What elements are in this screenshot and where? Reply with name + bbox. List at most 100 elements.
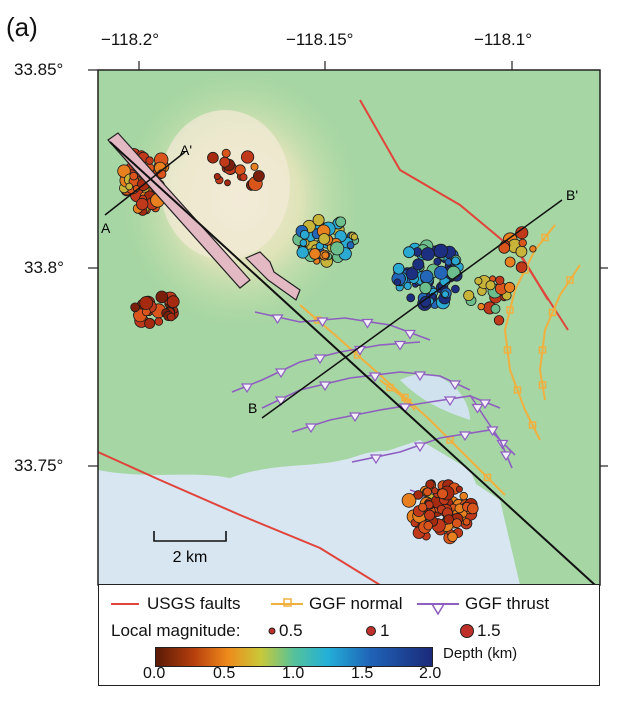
legend-magnitude-title: Local magnitude: <box>111 621 241 640</box>
ggf-thrust-marker <box>240 383 254 394</box>
ggf-thrust-marker <box>361 318 374 329</box>
earthquake-marker <box>130 302 140 313</box>
earthquake-marker <box>224 179 231 187</box>
ggf-thrust-marker <box>348 412 362 423</box>
usgs-fault <box>98 451 381 585</box>
ggf-thrust-marker <box>316 317 329 328</box>
earthquake-marker <box>413 490 424 500</box>
earthquake-marker <box>485 280 496 291</box>
legend-symbols <box>111 598 474 638</box>
ggf-normal-marker <box>353 351 362 359</box>
colorbar-tick-label: 0.0 <box>143 665 166 682</box>
colorbar-tick-label: 1.5 <box>351 665 374 682</box>
ggf-thrust-fault <box>254 311 431 341</box>
ggf-normal-marker <box>503 346 512 354</box>
ggf-thrust-marker <box>271 314 284 325</box>
earthquake-marker <box>139 296 154 310</box>
profile-line-b <box>261 199 563 419</box>
legend-magnitude-label: 1.5 <box>477 621 501 640</box>
earthquake-marker <box>419 295 432 308</box>
earthquake-marker <box>406 293 416 303</box>
ggf-thrust-marker <box>413 442 427 453</box>
earthquake-marker <box>166 312 176 322</box>
earthquake-marker <box>213 172 221 180</box>
earthquake-marker <box>299 239 308 247</box>
earthquake-marker <box>504 281 516 293</box>
earthquake-marker <box>403 281 412 290</box>
colorbar-tick-label: 0.5 <box>213 665 236 682</box>
ggf-normal-marker <box>386 383 394 392</box>
earthquake-marker <box>455 485 463 493</box>
ggf-thrust-marker <box>443 396 457 407</box>
ggf-normal-marker <box>566 276 574 284</box>
earthquake-marker <box>423 521 433 531</box>
earthquake-marker <box>474 276 483 285</box>
depth-colorbar <box>155 647 433 667</box>
ggf-thrust-marker <box>458 431 472 442</box>
ggf-thrust-marker <box>448 380 462 391</box>
profile-line-a <box>104 151 186 216</box>
earthquake-marker <box>335 216 347 228</box>
ggf-thrust-marker <box>403 329 417 340</box>
lon-tick-label: −118.1° <box>474 30 533 49</box>
magnitude-marker-large <box>460 624 474 638</box>
earthquake-marker <box>515 245 528 258</box>
ggf-normal-fault <box>538 264 581 401</box>
earthquake-marker <box>425 479 435 489</box>
profile-label-a-prime: A' <box>180 142 192 158</box>
earthquake-marker <box>318 233 331 245</box>
legend-magnitude-label: 1 <box>380 621 390 640</box>
main-fault-line <box>109 141 596 585</box>
earthquake-marker <box>463 289 475 301</box>
earthquake-marker <box>296 246 309 259</box>
earthquake-marker <box>529 245 537 253</box>
earthquake-marker <box>155 290 169 304</box>
ggf-normal-marker <box>538 346 547 354</box>
earthquake-marker <box>504 256 516 268</box>
lon-tick-label: −118.2° <box>101 30 160 49</box>
magnitude-marker-medium <box>366 626 376 636</box>
earthquake-marker <box>125 182 133 191</box>
ggf-thrust-marker <box>486 426 499 437</box>
ggf-thrust-marker <box>274 368 288 379</box>
earthquake-marker <box>459 491 468 501</box>
fault-zone-polygon <box>244 251 301 301</box>
colorbar-tick-label: 1.0 <box>282 665 305 682</box>
ggf-thrust-marker <box>313 354 327 365</box>
earthquake-marker <box>495 275 505 285</box>
earthquake-marker <box>451 256 461 266</box>
earthquake-marker <box>433 243 449 259</box>
earthquake-marker <box>412 258 425 271</box>
earthquake-marker <box>392 262 405 275</box>
earthquake-marker <box>346 241 355 250</box>
earthquake-marker <box>299 229 310 240</box>
earthquake-marker <box>451 284 460 294</box>
earthquake-marker <box>144 317 156 329</box>
ggf-normal-marker <box>548 308 557 317</box>
ggf-thrust-marker <box>304 423 318 434</box>
earthquake-marker <box>462 517 471 526</box>
earthquake-marker <box>135 197 149 211</box>
earthquake-marker <box>312 213 325 226</box>
earthquake-marker <box>466 502 479 515</box>
lat-tick-label: 33.75° <box>14 456 64 475</box>
lon-tick-label: −118.15° <box>286 30 354 49</box>
ggf-thrust-marker <box>431 603 445 616</box>
earthquake-marker <box>444 258 453 266</box>
earthquake-marker <box>437 488 449 500</box>
ggf-thrust-marker <box>368 372 382 383</box>
earthquake-marker <box>166 295 180 309</box>
earthquake-marker <box>418 502 428 512</box>
earthquake-marker <box>405 267 419 281</box>
legend-ggf-thrust-label: GGF thrust <box>465 594 550 613</box>
panel-label: (a) <box>6 12 38 42</box>
ggf-thrust-marker <box>393 340 407 351</box>
colorbar-title: Depth (km) <box>443 645 518 662</box>
earthquake-marker <box>252 170 265 182</box>
profile-label-b-prime: B' <box>566 187 578 203</box>
earthquake-marker <box>241 150 255 164</box>
earthquake-marker <box>433 265 448 280</box>
ggf-normal-marker <box>483 473 492 482</box>
ggf-normal-marker <box>528 421 537 429</box>
